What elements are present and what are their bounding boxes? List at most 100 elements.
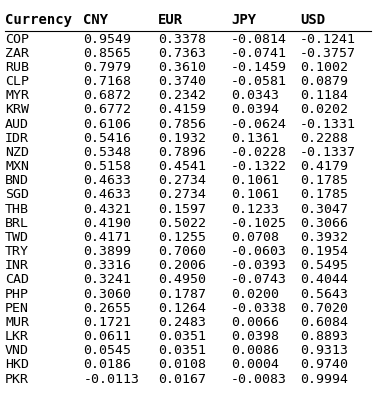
- Text: 0.5495: 0.5495: [300, 259, 348, 272]
- Text: 0.3378: 0.3378: [158, 33, 206, 46]
- Text: 0.7896: 0.7896: [158, 146, 206, 159]
- Text: 0.0004: 0.0004: [231, 359, 279, 372]
- Text: 0.4633: 0.4633: [83, 188, 132, 201]
- Text: 0.3047: 0.3047: [300, 203, 348, 216]
- Text: 0.1932: 0.1932: [158, 132, 206, 145]
- Text: 0.1785: 0.1785: [300, 174, 348, 187]
- Text: 0.3899: 0.3899: [83, 245, 132, 258]
- Text: 0.0351: 0.0351: [158, 330, 206, 343]
- Text: 0.4950: 0.4950: [158, 273, 206, 286]
- Text: EUR: EUR: [158, 13, 183, 27]
- Text: 0.5348: 0.5348: [83, 146, 132, 159]
- Text: 0.1721: 0.1721: [83, 316, 132, 329]
- Text: 0.0086: 0.0086: [231, 344, 279, 357]
- Text: 0.7363: 0.7363: [158, 47, 206, 60]
- Text: 0.4044: 0.4044: [300, 273, 348, 286]
- Text: 0.4171: 0.4171: [83, 231, 132, 244]
- Text: -0.1459: -0.1459: [231, 61, 287, 74]
- Text: HKD: HKD: [5, 359, 29, 372]
- Text: 0.0343: 0.0343: [231, 89, 279, 102]
- Text: 0.3060: 0.3060: [83, 288, 132, 301]
- Text: PHP: PHP: [5, 288, 29, 301]
- Text: THB: THB: [5, 203, 29, 216]
- Text: VND: VND: [5, 344, 29, 357]
- Text: 0.1061: 0.1061: [231, 174, 279, 187]
- Text: 0.7856: 0.7856: [158, 118, 206, 131]
- Text: 0.5158: 0.5158: [83, 160, 132, 173]
- Text: 0.7020: 0.7020: [300, 302, 348, 315]
- Text: 0.3316: 0.3316: [83, 259, 132, 272]
- Text: -0.1025: -0.1025: [231, 217, 287, 230]
- Text: 0.5416: 0.5416: [83, 132, 132, 145]
- Text: 0.0167: 0.0167: [158, 373, 206, 386]
- Text: 0.0200: 0.0200: [231, 288, 279, 301]
- Text: 0.0186: 0.0186: [83, 359, 132, 372]
- Text: COP: COP: [5, 33, 29, 46]
- Text: -0.1322: -0.1322: [231, 160, 287, 173]
- Text: 0.3740: 0.3740: [158, 75, 206, 88]
- Text: -0.1241: -0.1241: [300, 33, 356, 46]
- Text: 0.9313: 0.9313: [300, 344, 348, 357]
- Text: 0.9994: 0.9994: [300, 373, 348, 386]
- Text: 0.3241: 0.3241: [83, 273, 132, 286]
- Text: 0.2734: 0.2734: [158, 188, 206, 201]
- Text: 0.7060: 0.7060: [158, 245, 206, 258]
- Text: 0.6872: 0.6872: [83, 89, 132, 102]
- Text: 0.7168: 0.7168: [83, 75, 132, 88]
- Text: 0.6106: 0.6106: [83, 118, 132, 131]
- Text: 0.1002: 0.1002: [300, 61, 348, 74]
- Text: 0.7979: 0.7979: [83, 61, 132, 74]
- Text: -0.1337: -0.1337: [300, 146, 356, 159]
- Text: 0.2006: 0.2006: [158, 259, 206, 272]
- Text: PKR: PKR: [5, 373, 29, 386]
- Text: 0.0708: 0.0708: [231, 231, 279, 244]
- Text: 0.8893: 0.8893: [300, 330, 348, 343]
- Text: 0.2655: 0.2655: [83, 302, 132, 315]
- Text: TRY: TRY: [5, 245, 29, 258]
- Text: 0.6772: 0.6772: [83, 104, 132, 117]
- Text: 0.5022: 0.5022: [158, 217, 206, 230]
- Text: 0.1264: 0.1264: [158, 302, 206, 315]
- Text: RUB: RUB: [5, 61, 29, 74]
- Text: 0.4633: 0.4633: [83, 174, 132, 187]
- Text: CAD: CAD: [5, 273, 29, 286]
- Text: Currency: Currency: [5, 13, 72, 27]
- Text: BRL: BRL: [5, 217, 29, 230]
- Text: 0.4179: 0.4179: [300, 160, 348, 173]
- Text: 0.0611: 0.0611: [83, 330, 132, 343]
- Text: MXN: MXN: [5, 160, 29, 173]
- Text: AUD: AUD: [5, 118, 29, 131]
- Text: 0.8565: 0.8565: [83, 47, 132, 60]
- Text: -0.0814: -0.0814: [231, 33, 287, 46]
- Text: -0.0393: -0.0393: [231, 259, 287, 272]
- Text: 0.5643: 0.5643: [300, 288, 348, 301]
- Text: 0.0398: 0.0398: [231, 330, 279, 343]
- Text: 0.4321: 0.4321: [83, 203, 132, 216]
- Text: CLP: CLP: [5, 75, 29, 88]
- Text: 0.1597: 0.1597: [158, 203, 206, 216]
- Text: 0.1954: 0.1954: [300, 245, 348, 258]
- Text: 0.0879: 0.0879: [300, 75, 348, 88]
- Text: 0.1061: 0.1061: [231, 188, 279, 201]
- Text: MUR: MUR: [5, 316, 29, 329]
- Text: 0.2288: 0.2288: [300, 132, 348, 145]
- Text: NZD: NZD: [5, 146, 29, 159]
- Text: LKR: LKR: [5, 330, 29, 343]
- Text: 0.0108: 0.0108: [158, 359, 206, 372]
- Text: JPY: JPY: [231, 13, 256, 27]
- Text: -0.0083: -0.0083: [231, 373, 287, 386]
- Text: 0.6084: 0.6084: [300, 316, 348, 329]
- Text: IDR: IDR: [5, 132, 29, 145]
- Text: 0.3610: 0.3610: [158, 61, 206, 74]
- Text: 0.2483: 0.2483: [158, 316, 206, 329]
- Text: TWD: TWD: [5, 231, 29, 244]
- Text: 0.3066: 0.3066: [300, 217, 348, 230]
- Text: -0.0603: -0.0603: [231, 245, 287, 258]
- Text: USD: USD: [300, 13, 325, 27]
- Text: 0.4159: 0.4159: [158, 104, 206, 117]
- Text: 0.1255: 0.1255: [158, 231, 206, 244]
- Text: 0.1787: 0.1787: [158, 288, 206, 301]
- Text: 0.9549: 0.9549: [83, 33, 132, 46]
- Text: 0.2734: 0.2734: [158, 174, 206, 187]
- Text: 0.1361: 0.1361: [231, 132, 279, 145]
